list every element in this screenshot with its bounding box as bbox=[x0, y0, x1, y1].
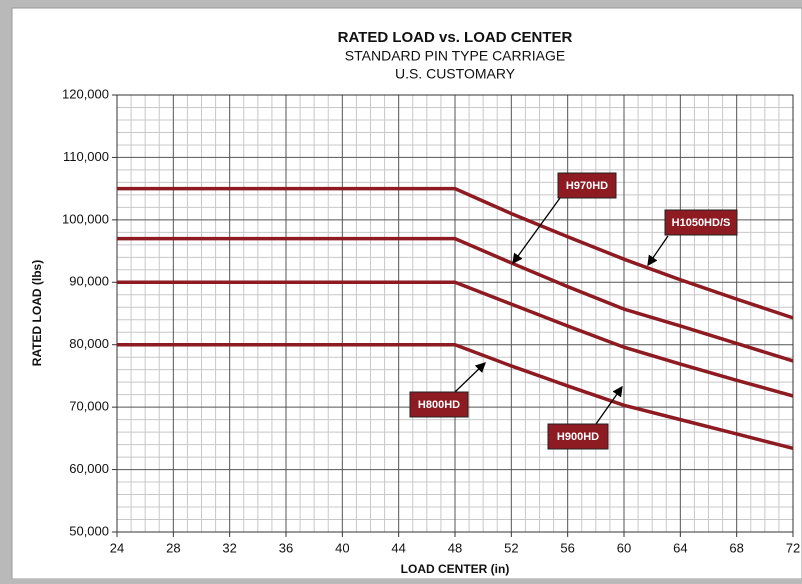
series-line bbox=[117, 236, 794, 363]
x-tick-label: 48 bbox=[448, 540, 462, 555]
x-tick-label: 68 bbox=[729, 540, 743, 555]
x-tick-label: 64 bbox=[673, 540, 687, 555]
legend-box bbox=[547, 423, 609, 450]
y-tick-label: 90,000 bbox=[69, 274, 109, 289]
y-axis-label: RATED LOAD (lbs) bbox=[30, 260, 44, 366]
legend-label: H900HD bbox=[557, 431, 599, 443]
legend-label: H970HD bbox=[566, 180, 608, 192]
legend-box bbox=[664, 209, 738, 236]
x-tick-label: 56 bbox=[560, 540, 574, 555]
label-arrow bbox=[647, 235, 669, 267]
x-tick-label: 60 bbox=[617, 540, 631, 555]
series-line bbox=[117, 280, 794, 398]
label-arrow bbox=[454, 362, 486, 393]
x-tick-label: 40 bbox=[335, 540, 349, 555]
y-tick-label: 70,000 bbox=[69, 399, 109, 414]
legend-box bbox=[409, 391, 469, 418]
legend-label: H800HD bbox=[418, 399, 460, 411]
x-tick-label: 36 bbox=[279, 540, 293, 555]
y-tick-label: 50,000 bbox=[69, 523, 109, 538]
y-tick-label: 60,000 bbox=[69, 461, 109, 476]
x-axis-label: LOAD CENTER (in) bbox=[401, 562, 510, 576]
series-line bbox=[117, 342, 794, 451]
x-tick-label: 72 bbox=[786, 540, 800, 555]
y-tick-label: 110,000 bbox=[63, 149, 109, 164]
x-tick-label: 44 bbox=[391, 540, 405, 555]
plot-frame bbox=[116, 94, 794, 533]
y-tick-label: 100,000 bbox=[62, 211, 109, 226]
y-tick-label: 120,000 bbox=[62, 86, 109, 101]
chart-title: RATED LOAD vs. LOAD CENTER bbox=[338, 29, 573, 46]
x-tick-label: 24 bbox=[110, 540, 124, 555]
legend-box bbox=[557, 172, 617, 199]
chart-panel bbox=[11, 7, 802, 580]
label-arrow bbox=[512, 197, 561, 265]
x-tick-label: 28 bbox=[166, 540, 180, 555]
chart-subtitle: STANDARD PIN TYPE CARRIAGE bbox=[345, 48, 565, 64]
series-line bbox=[117, 186, 794, 320]
legend-label: H1050HD/S bbox=[672, 217, 731, 229]
x-tick-label: 52 bbox=[504, 540, 518, 555]
chart-subtitle: U.S. CUSTOMARY bbox=[395, 66, 516, 82]
label-arrow bbox=[595, 385, 623, 425]
y-tick-label: 80,000 bbox=[69, 336, 109, 351]
x-tick-label: 32 bbox=[222, 540, 236, 555]
